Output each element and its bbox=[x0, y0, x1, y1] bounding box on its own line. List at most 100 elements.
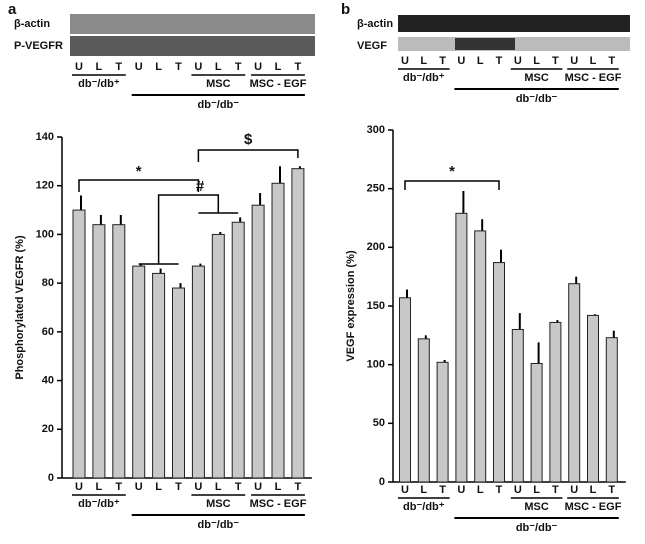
bracket bbox=[404, 180, 500, 190]
y-tick-label: 0 bbox=[379, 476, 385, 488]
x-tick-label: L bbox=[275, 481, 282, 493]
y-tick-label: 50 bbox=[373, 417, 385, 429]
annotation: * bbox=[449, 163, 455, 180]
x-tick-label: T bbox=[115, 481, 122, 493]
x-tick-label: L bbox=[420, 55, 427, 67]
bar bbox=[474, 230, 487, 483]
bar bbox=[530, 362, 543, 483]
x-tick-label: T bbox=[552, 484, 559, 496]
x-tick-label: U bbox=[75, 481, 83, 493]
annotation: $ bbox=[244, 131, 253, 148]
annotation: # bbox=[196, 178, 205, 195]
x-tick-label: L bbox=[155, 481, 162, 493]
x-tick-label: L bbox=[533, 55, 540, 67]
x-tick-label: U bbox=[254, 61, 262, 73]
x-tick-label: U bbox=[401, 484, 409, 496]
bar bbox=[152, 272, 166, 479]
y-tick-label: 120 bbox=[36, 180, 54, 192]
group-label: MSC bbox=[206, 498, 231, 510]
x-tick-label: T bbox=[608, 484, 615, 496]
group-label: db⁻/db⁺ bbox=[403, 501, 445, 513]
blot-band bbox=[398, 15, 630, 32]
bar bbox=[271, 182, 285, 479]
y-axis-label: VEGF expression (%) bbox=[345, 250, 357, 362]
x-tick-label: T bbox=[295, 61, 302, 73]
group-label: MSC - EGF bbox=[250, 78, 307, 90]
bar bbox=[132, 265, 146, 479]
group-label: db⁻/db⁺ bbox=[78, 78, 120, 90]
y-tick-label: 40 bbox=[42, 374, 54, 386]
group-label: MSC bbox=[524, 501, 549, 513]
x-tick-label: T bbox=[552, 55, 559, 67]
x-tick-label: T bbox=[439, 484, 446, 496]
blot-band bbox=[70, 14, 315, 34]
x-tick-label: T bbox=[175, 61, 182, 73]
y-axis-label: Phosphorylated VEGFR (%) bbox=[14, 235, 26, 380]
bar bbox=[455, 212, 468, 483]
y-tick-label: 0 bbox=[48, 472, 54, 484]
bar bbox=[493, 262, 505, 483]
group-label: db⁻/db⁺ bbox=[403, 72, 445, 84]
x-tick-label: L bbox=[215, 61, 222, 73]
bar bbox=[568, 283, 581, 483]
x-tick-label: L bbox=[533, 484, 540, 496]
x-tick-label: L bbox=[96, 61, 103, 73]
bar bbox=[291, 168, 305, 479]
group-label: MSC - EGF bbox=[250, 498, 307, 510]
blot-band bbox=[455, 38, 515, 50]
bracket bbox=[197, 149, 299, 162]
x-tick-label: L bbox=[420, 484, 427, 496]
panel-letter: a bbox=[8, 1, 17, 18]
x-tick-label: U bbox=[457, 484, 465, 496]
bar bbox=[436, 361, 449, 483]
x-tick-label: U bbox=[135, 481, 143, 493]
x-tick-label: U bbox=[570, 55, 578, 67]
bar bbox=[511, 328, 524, 483]
blot-label: VEGF bbox=[357, 40, 387, 52]
y-tick-label: 150 bbox=[367, 300, 385, 312]
bracket bbox=[78, 179, 200, 192]
x-tick-label: T bbox=[115, 61, 122, 73]
x-tick-label: T bbox=[439, 55, 446, 67]
x-tick-label: T bbox=[175, 481, 182, 493]
y-tick-label: 200 bbox=[367, 241, 385, 253]
group-label: db⁻/db⁺ bbox=[78, 498, 120, 510]
group-label: db⁻/db⁻ bbox=[198, 519, 240, 531]
group-label: MSC bbox=[524, 72, 549, 84]
group-label: MSC - EGF bbox=[565, 501, 622, 513]
annotation: * bbox=[136, 163, 142, 180]
group-label: db⁻/db⁻ bbox=[516, 522, 558, 534]
group-label: db⁻/db⁻ bbox=[198, 99, 240, 111]
x-tick-label: L bbox=[477, 484, 484, 496]
x-tick-label: U bbox=[570, 484, 578, 496]
x-tick-label: T bbox=[608, 55, 615, 67]
group-label: db⁻/db⁻ bbox=[516, 93, 558, 105]
bracket bbox=[138, 194, 239, 265]
y-tick-label: 20 bbox=[42, 423, 54, 435]
y-tick-label: 300 bbox=[367, 124, 385, 136]
bar bbox=[417, 338, 430, 483]
x-tick-label: L bbox=[477, 55, 484, 67]
x-tick-label: L bbox=[275, 61, 282, 73]
x-tick-label: T bbox=[235, 481, 242, 493]
x-tick-label: T bbox=[295, 481, 302, 493]
x-tick-label: L bbox=[590, 484, 597, 496]
y-tick-label: 140 bbox=[36, 131, 54, 143]
group-label: MSC - EGF bbox=[565, 72, 622, 84]
y-tick-label: 250 bbox=[367, 183, 385, 195]
bar bbox=[191, 265, 205, 479]
x-tick-label: U bbox=[194, 61, 202, 73]
y-tick-label: 80 bbox=[42, 277, 54, 289]
bar bbox=[587, 314, 599, 483]
y-tick-label: 100 bbox=[367, 359, 385, 371]
blot-label: P-VEGFR bbox=[14, 40, 63, 52]
bar bbox=[251, 204, 265, 479]
bar bbox=[399, 297, 411, 483]
bar bbox=[92, 224, 106, 479]
y-tick-label: 60 bbox=[42, 326, 54, 338]
y-tick-label: 100 bbox=[36, 228, 54, 240]
x-tick-label: T bbox=[496, 55, 503, 67]
x-tick-label: U bbox=[514, 55, 522, 67]
